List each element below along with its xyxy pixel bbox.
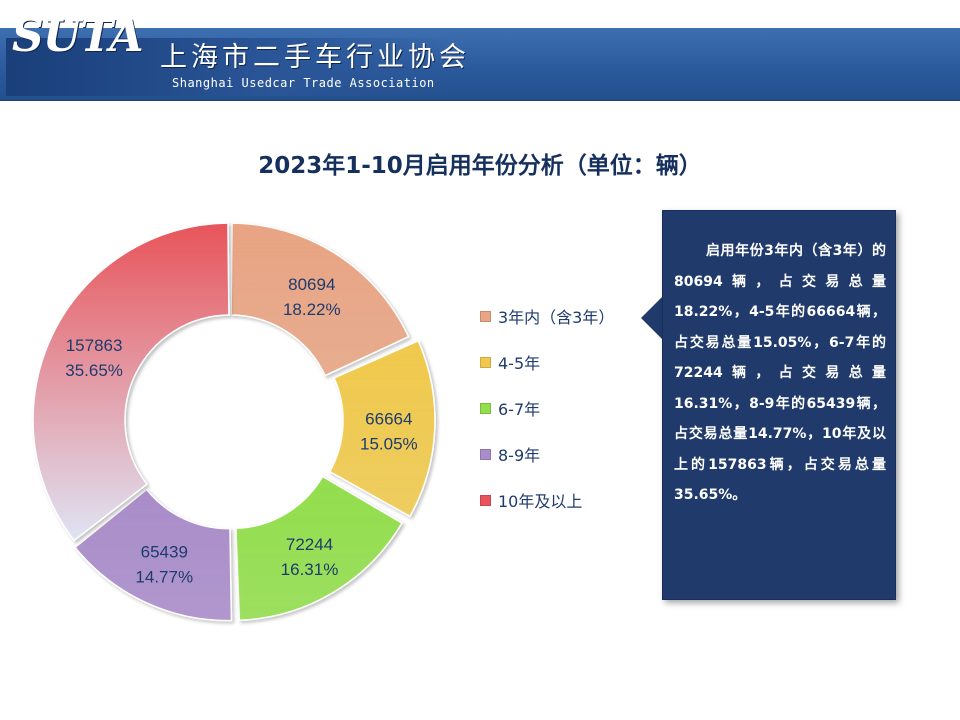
slice-percent-label: 16.31% (281, 560, 339, 579)
org-name-en: Shanghai Usedcar Trade Association (172, 76, 435, 90)
donut-slice (230, 222, 410, 377)
callout-box (662, 210, 896, 600)
slice-percent-label: 35.65% (65, 361, 123, 380)
donut-slice (32, 222, 230, 542)
slice-value-label: 80694 (288, 275, 335, 294)
legend-label: 3年内（含3年） (498, 308, 615, 327)
legend-label: 10年及以上 (498, 492, 583, 511)
legend-swatch (480, 356, 491, 368)
legend-swatch (480, 310, 491, 322)
slice-percent-label: 18.22% (283, 300, 341, 319)
legend-swatch (480, 448, 491, 460)
callout-text: 启用年份3年内（含3年）的80694辆，占交易总量18.22%，4-5年的666… (674, 243, 886, 503)
slice-value-label: 65439 (141, 542, 188, 561)
legend-item: 10年及以上 (480, 488, 582, 512)
slice-percent-label: 15.05% (360, 434, 418, 453)
legend-label: 6-7年 (498, 400, 541, 419)
slice-value-label: 66664 (365, 409, 412, 428)
legend-swatch (480, 494, 491, 506)
header-banner (0, 28, 960, 101)
donut-slice (73, 488, 233, 622)
slice-value-label: 157863 (66, 336, 123, 355)
legend-swatch (480, 402, 491, 414)
legend-item: 8-9年 (480, 442, 540, 466)
legend-label: 4-5年 (498, 354, 541, 373)
logo (6, 38, 452, 96)
legend-item: 4-5年 (480, 350, 540, 374)
callout-pointer (641, 296, 663, 340)
chart-title: 2023年1-10月启用年份分析（单位：辆） (258, 153, 702, 179)
logo-mark: SUTA (12, 11, 144, 62)
slice-value-label: 72244 (286, 535, 333, 554)
legend-item: 6-7年 (480, 396, 540, 420)
slice-percent-label: 14.77% (135, 567, 193, 586)
legend-label: 8-9年 (498, 446, 541, 465)
legend-item: 3年内（含3年） (480, 304, 614, 328)
org-name-cn: 上海市二手车行业协会 (160, 42, 470, 73)
donut-slice (235, 475, 404, 622)
donut-slice (328, 339, 436, 518)
